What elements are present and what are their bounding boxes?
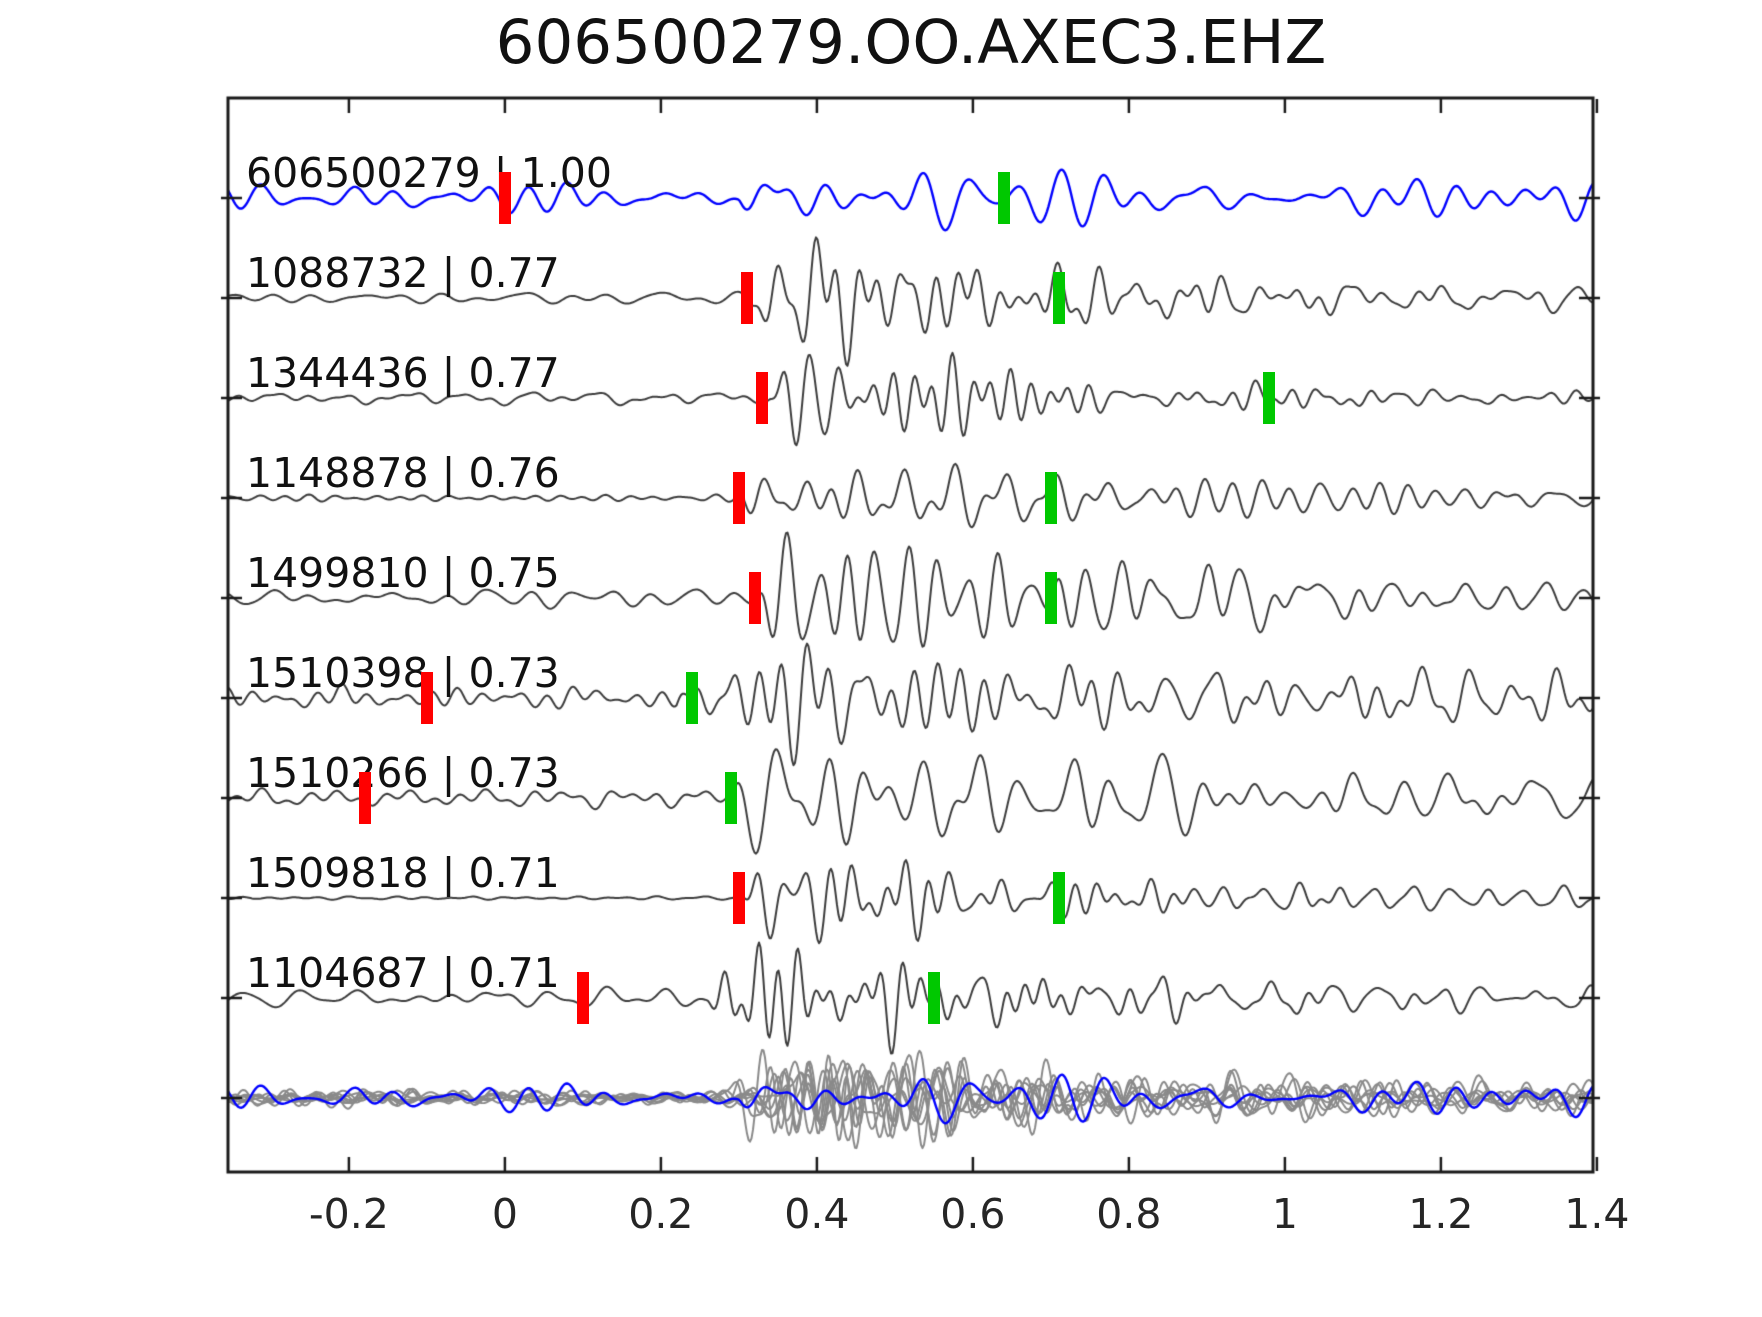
xtick-label-0.4: 0.4: [784, 1190, 850, 1238]
green-pick-marker: [998, 172, 1011, 224]
trace-label-1509818: 1509818 | 0.71: [246, 849, 560, 897]
green-pick-marker: [1044, 472, 1057, 524]
xtick-label-0.8: 0.8: [1096, 1190, 1162, 1238]
xtick-label-1: 1: [1271, 1190, 1298, 1238]
red-pick-marker: [732, 472, 745, 524]
trace-label-1148878: 1148878 | 0.76: [246, 449, 560, 497]
green-pick-marker: [927, 972, 940, 1024]
xtick-label--0.2: -0.2: [308, 1190, 389, 1238]
xtick-label-0.6: 0.6: [940, 1190, 1006, 1238]
trace-label-606500279: 606500279 | 1.00: [246, 149, 612, 197]
red-pick-marker: [498, 172, 511, 224]
red-pick-marker: [420, 672, 433, 724]
trace-label-1344436: 1344436 | 0.77: [246, 349, 560, 397]
xtick-label-0: 0: [491, 1190, 518, 1238]
trace-label-1510398: 1510398 | 0.73: [246, 649, 560, 697]
trace-label-1104687: 1104687 | 0.71: [246, 949, 560, 997]
figure-title: 606500279.OO.AXEC3.EHZ: [495, 7, 1327, 78]
red-pick-marker: [748, 572, 761, 624]
red-pick-marker: [756, 372, 769, 424]
trace-label-1088732: 1088732 | 0.77: [246, 249, 560, 297]
xtick-label-1.2: 1.2: [1408, 1190, 1474, 1238]
trace-label-1510266: 1510266 | 0.73: [246, 749, 560, 797]
xtick-label-0.2: 0.2: [628, 1190, 694, 1238]
green-pick-marker: [1052, 272, 1065, 324]
green-pick-marker: [686, 672, 699, 724]
green-pick-marker: [1263, 372, 1276, 424]
red-pick-marker: [576, 972, 589, 1024]
red-pick-marker: [358, 772, 371, 824]
green-pick-marker: [1052, 872, 1065, 924]
red-pick-marker: [740, 272, 753, 324]
green-pick-marker: [725, 772, 738, 824]
red-pick-marker: [732, 872, 745, 924]
green-pick-marker: [1044, 572, 1057, 624]
trace-label-1499810: 1499810 | 0.75: [246, 549, 560, 597]
xtick-label-1.4: 1.4: [1564, 1190, 1630, 1238]
